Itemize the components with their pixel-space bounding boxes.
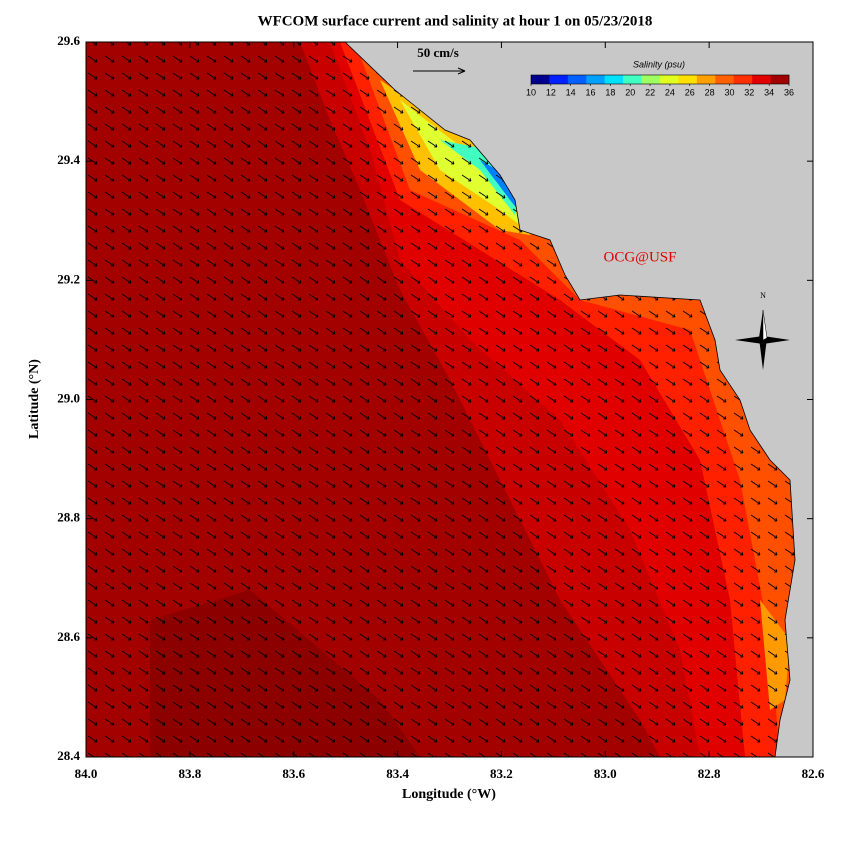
colorbar-tick-label: 34 — [764, 87, 774, 97]
colorbar-tick-label: 36 — [784, 87, 794, 97]
colorbar-swatch — [531, 75, 550, 84]
colorbar-swatch — [696, 75, 716, 84]
compass-rose — [735, 309, 790, 370]
colorbar-swatch — [604, 75, 624, 84]
colorbar-swatch — [715, 75, 735, 84]
scale-label: 50 cm/s — [417, 45, 459, 60]
x-axis-label: Longitude (°W) — [402, 787, 496, 802]
x-tick-label: 84.0 — [75, 766, 98, 781]
colorbar-swatch — [733, 75, 753, 84]
scale-arrow — [413, 67, 466, 75]
colorbar-frame — [530, 74, 790, 85]
y-tick-label: 29.6 — [57, 33, 80, 48]
colorbar-swatch — [586, 75, 606, 84]
y-tick-label: 28.6 — [57, 629, 80, 644]
colorbar-tick-label: 10 — [526, 87, 536, 97]
colorbar-tick-label: 12 — [546, 87, 556, 97]
north-label: N — [760, 291, 766, 300]
colorbar-tick-label: 14 — [566, 87, 576, 97]
colorbar-swatch — [752, 75, 771, 84]
colorbar-tick-label: 30 — [724, 87, 734, 97]
colorbar-swatch — [567, 75, 587, 84]
y-tick-label: 28.4 — [57, 748, 80, 763]
x-tick-label: 83.8 — [178, 766, 201, 781]
colorbar-swatch — [549, 75, 569, 84]
colorbar-tick-label: 28 — [705, 87, 715, 97]
y-axis-label: Latitude (°N) — [27, 359, 42, 439]
credit: OCG@USF — [603, 249, 676, 265]
colorbar-swatch — [623, 75, 642, 84]
x-tick-label: 83.6 — [282, 766, 305, 781]
x-tick-label: 83.2 — [490, 766, 513, 781]
colorbar-swatch — [770, 75, 790, 84]
generated: 84.0 83.8 83.6 83.4 83.2 83.0 82.8 82.6 28.4 28.6… — [57, 33, 825, 781]
y-tick-label: 29.0 — [57, 390, 80, 405]
colorbar-tick-label: 32 — [744, 87, 754, 97]
map-title: WFCOM surface current and salinity at ho… — [258, 13, 653, 29]
colorbar-tick-label: 18 — [605, 87, 615, 97]
x-tick-label: 82.8 — [698, 766, 721, 781]
salinity-field — [86, 42, 813, 757]
y-tick-label: 28.8 — [57, 510, 80, 525]
colorbar-label: Salinity (psu) — [633, 59, 685, 69]
colorbar-tick-label: 16 — [586, 87, 596, 97]
colorbar-tick-label: 24 — [665, 87, 675, 97]
colorbar-tick-label: 26 — [685, 87, 695, 97]
colorbar-swatch — [660, 75, 679, 84]
x-tick-label: 83.0 — [594, 766, 617, 781]
y-tick-label: 29.4 — [57, 152, 80, 167]
colorbar-swatch — [641, 75, 661, 84]
x-tick-label: 83.4 — [386, 766, 409, 781]
colorbar-swatch — [678, 75, 698, 84]
x-tick-label: 82.6 — [802, 766, 825, 781]
y-tick-label: 29.2 — [57, 271, 80, 286]
colorbar-tick-label: 22 — [645, 87, 655, 97]
colorbar-tick-label: 20 — [625, 87, 635, 97]
